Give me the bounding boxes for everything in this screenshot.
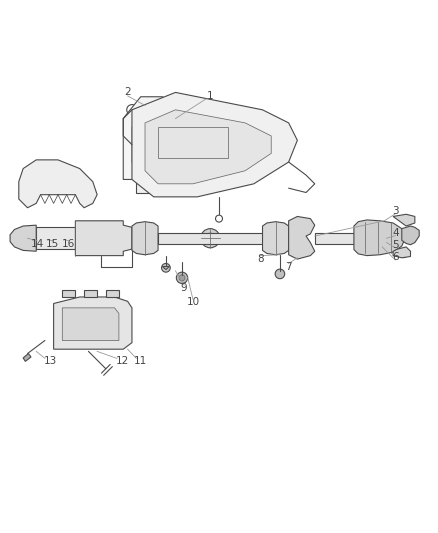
Text: 5: 5 (392, 240, 399, 250)
Polygon shape (75, 221, 132, 256)
Text: 16: 16 (62, 239, 75, 249)
Polygon shape (393, 214, 415, 226)
Circle shape (127, 104, 137, 115)
Text: 3: 3 (392, 206, 399, 216)
Polygon shape (289, 216, 315, 259)
Polygon shape (145, 110, 271, 184)
Text: 15: 15 (46, 239, 60, 249)
Circle shape (401, 252, 407, 258)
Polygon shape (123, 97, 193, 180)
Circle shape (141, 235, 148, 241)
Polygon shape (19, 160, 97, 208)
Circle shape (17, 236, 21, 240)
Polygon shape (132, 222, 158, 255)
Circle shape (201, 229, 220, 248)
Circle shape (292, 247, 298, 254)
Polygon shape (162, 266, 170, 270)
Text: 12: 12 (116, 357, 129, 366)
Circle shape (292, 223, 298, 229)
Circle shape (106, 231, 111, 237)
Polygon shape (62, 290, 75, 297)
Text: 13: 13 (43, 357, 57, 366)
Polygon shape (136, 180, 176, 192)
Circle shape (147, 134, 169, 156)
Text: 6: 6 (392, 252, 399, 262)
Polygon shape (84, 290, 97, 297)
Polygon shape (132, 92, 297, 197)
Circle shape (215, 139, 223, 146)
Circle shape (134, 151, 138, 155)
Polygon shape (402, 226, 419, 245)
Circle shape (14, 233, 24, 244)
Polygon shape (354, 220, 406, 256)
Polygon shape (158, 232, 262, 244)
Circle shape (106, 240, 111, 245)
Circle shape (177, 272, 187, 284)
Circle shape (162, 263, 170, 272)
Polygon shape (262, 222, 289, 255)
Circle shape (215, 215, 223, 222)
Circle shape (205, 233, 215, 244)
Polygon shape (315, 232, 354, 244)
Polygon shape (10, 225, 36, 251)
Text: 9: 9 (181, 283, 187, 293)
Circle shape (152, 138, 165, 151)
Circle shape (179, 275, 185, 281)
Polygon shape (132, 114, 180, 162)
Text: 1: 1 (207, 91, 214, 101)
Text: 10: 10 (186, 297, 199, 307)
Text: 8: 8 (257, 254, 264, 264)
Polygon shape (36, 228, 97, 249)
Circle shape (173, 130, 178, 134)
Text: 7: 7 (285, 262, 292, 271)
Text: 2: 2 (124, 87, 131, 98)
Circle shape (175, 104, 185, 115)
Text: 4: 4 (392, 228, 399, 238)
Polygon shape (62, 308, 119, 341)
Text: 11: 11 (134, 357, 147, 366)
Circle shape (272, 235, 279, 241)
Circle shape (268, 230, 283, 246)
Circle shape (168, 139, 175, 146)
Polygon shape (53, 297, 132, 349)
Polygon shape (23, 353, 31, 361)
Circle shape (134, 130, 138, 134)
Circle shape (85, 322, 92, 329)
Circle shape (72, 309, 105, 342)
Text: 14: 14 (31, 239, 44, 249)
Circle shape (137, 230, 153, 246)
Polygon shape (393, 247, 410, 258)
Circle shape (174, 151, 177, 155)
Polygon shape (106, 290, 119, 297)
Circle shape (79, 316, 98, 335)
Circle shape (275, 269, 285, 279)
